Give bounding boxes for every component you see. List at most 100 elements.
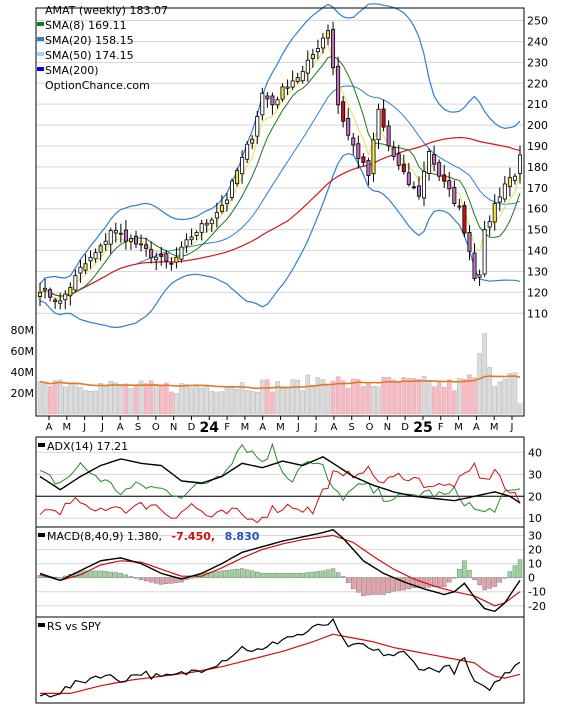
macd-line xyxy=(39,529,521,613)
candle-body xyxy=(229,180,234,198)
macd-histogram-bar xyxy=(280,572,285,578)
macd-histogram-bar xyxy=(275,572,280,578)
volume-bar xyxy=(335,376,341,415)
candle-body xyxy=(300,71,305,82)
indicator-tick-label: 30 xyxy=(528,468,542,481)
price-tick-label: 180 xyxy=(527,161,548,174)
volume-bar xyxy=(305,374,311,415)
macd-histogram-bar xyxy=(93,570,98,578)
volume-bar xyxy=(502,378,508,415)
macd-histogram-bar xyxy=(447,577,452,583)
macd-histogram-bar xyxy=(371,577,376,595)
price-tick-label: 200 xyxy=(527,119,548,132)
volume-bar xyxy=(93,390,98,415)
candle-body xyxy=(336,65,341,106)
volume-bar xyxy=(63,386,68,415)
volume-bar xyxy=(164,382,169,415)
volume-bar xyxy=(356,379,361,415)
volume-bar xyxy=(123,383,129,415)
month-label: A xyxy=(259,422,266,433)
volume-tick-label: 60M xyxy=(11,345,35,358)
macd-histogram-bar xyxy=(512,565,518,578)
macd-histogram-bar xyxy=(381,577,386,595)
candle-body xyxy=(58,300,63,304)
candle-body xyxy=(331,28,336,69)
candle-body xyxy=(133,235,138,245)
volume-bar xyxy=(452,390,457,415)
candle-body xyxy=(401,163,406,172)
month-label: J xyxy=(82,422,86,433)
indicator-tick-label: 0 xyxy=(528,572,535,585)
volume-bar xyxy=(285,386,290,415)
month-label: A xyxy=(473,422,480,433)
legend-swatch-sma8 xyxy=(37,22,44,26)
month-label: M xyxy=(241,422,250,433)
macd-value-2: -7.450, xyxy=(172,530,216,543)
candle-body xyxy=(406,172,411,185)
volume-bar xyxy=(57,379,63,415)
candle-body xyxy=(265,95,270,100)
volume-bar xyxy=(179,383,184,415)
symbol-label: AMAT (weekly) 183.07 xyxy=(45,4,168,17)
macd-histogram-bar xyxy=(224,570,230,578)
volume-bar xyxy=(295,379,300,415)
volume-tick-label: 40M xyxy=(11,366,35,379)
volume-bar xyxy=(88,391,93,415)
volume-bar xyxy=(406,377,412,415)
candle-body xyxy=(320,37,325,49)
month-label: J xyxy=(100,422,104,433)
volume-bar xyxy=(37,381,43,415)
price-tick-label: 170 xyxy=(527,182,548,195)
candle-body xyxy=(421,171,426,199)
macd-histogram-bar xyxy=(366,577,371,596)
macd-histogram-bar xyxy=(255,571,260,578)
volume-bar xyxy=(300,390,305,415)
candle-body xyxy=(275,99,280,106)
candle-body xyxy=(482,229,487,275)
adx-label: ADX(14) 17.21 xyxy=(47,440,128,453)
month-label: A xyxy=(46,422,53,433)
candle-body xyxy=(83,263,88,271)
volume-bar xyxy=(381,377,386,415)
lower-bollinger-band xyxy=(39,152,521,329)
macd-histogram-bar xyxy=(502,577,508,579)
macd-histogram-bar xyxy=(260,572,265,578)
macd-histogram-bar xyxy=(154,577,159,584)
volume-bar xyxy=(411,378,417,415)
volume-bar xyxy=(128,388,134,415)
volume-tick-label: 80M xyxy=(11,324,35,337)
volume-bar xyxy=(143,383,149,415)
price-tick-label: 110 xyxy=(527,307,548,320)
candle-body xyxy=(159,253,164,257)
price-tick-label: 220 xyxy=(527,77,548,90)
macd-histogram-bar xyxy=(340,576,346,578)
candle-body xyxy=(113,230,118,234)
upper-bollinger-band xyxy=(39,3,521,285)
candle-body xyxy=(184,239,189,247)
candle-body xyxy=(43,287,48,291)
price-candles xyxy=(38,21,523,310)
macd-histogram-bar xyxy=(285,572,290,578)
macd-histogram-bar xyxy=(244,569,250,578)
candle-body xyxy=(245,143,250,160)
volume-bar xyxy=(103,385,108,415)
volume-bar xyxy=(189,387,194,415)
volume-bar xyxy=(351,378,356,415)
candle-body xyxy=(341,101,346,122)
volume-bar xyxy=(83,390,88,415)
volume-bar xyxy=(42,383,48,415)
candle-body xyxy=(209,219,214,225)
candle-body xyxy=(164,253,169,262)
macd-histogram-bar xyxy=(239,568,245,578)
volume-bar xyxy=(472,377,477,415)
volume-bars xyxy=(37,333,523,415)
volume-bar xyxy=(507,373,513,415)
candle-body xyxy=(154,256,159,261)
macd-histogram-bar xyxy=(250,570,255,578)
candle-body xyxy=(280,86,285,100)
volume-bar xyxy=(194,385,199,415)
price-tick-label: 130 xyxy=(527,265,548,278)
candle-body xyxy=(204,222,209,226)
macd-histogram-bar xyxy=(497,577,502,583)
macd-histogram-bar xyxy=(118,572,124,578)
